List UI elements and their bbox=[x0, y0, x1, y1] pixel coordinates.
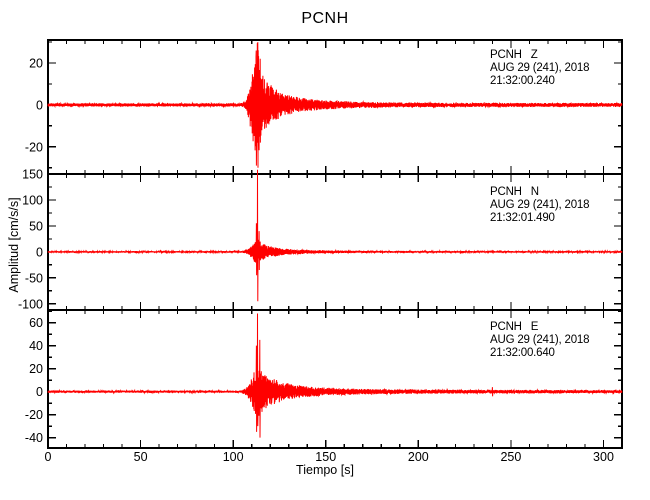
waveform-trace-n bbox=[47, 169, 623, 302]
y-tick-label: -20 bbox=[25, 408, 43, 422]
x-tick-label: 100 bbox=[223, 450, 244, 464]
date-label: AUG 29 (241), 2018 bbox=[490, 334, 590, 346]
start-time-label: 21:32:00.240 bbox=[490, 75, 555, 87]
y-tick-label: -100 bbox=[18, 297, 43, 311]
start-time-label: 21:32:01.490 bbox=[490, 212, 555, 224]
y-tick-label: 20 bbox=[29, 57, 43, 71]
y-tick-label: -50 bbox=[25, 271, 43, 285]
y-tick-label: 0 bbox=[36, 245, 43, 259]
y-tick-label: 100 bbox=[22, 193, 43, 207]
start-time-label: 21:32:00.640 bbox=[490, 347, 555, 359]
y-tick-label: -40 bbox=[25, 431, 43, 445]
station-channel-label: PCNH Z bbox=[490, 49, 538, 61]
trace-annotation-n: PCNH N AUG 29 (241), 2018 21:32:01.490 bbox=[490, 186, 590, 225]
trace-annotation-e: PCNH E AUG 29 (241), 2018 21:32:00.640 bbox=[490, 321, 590, 360]
x-tick-label: 0 bbox=[45, 450, 52, 464]
y-tick-label: 40 bbox=[29, 339, 43, 353]
y-tick-label: 0 bbox=[36, 385, 43, 399]
x-tick-label: 150 bbox=[315, 450, 336, 464]
x-axis-label: Tiempo [s] bbox=[296, 463, 354, 477]
station-channel-label: PCNH N bbox=[490, 186, 539, 198]
y-tick-label: 20 bbox=[29, 362, 43, 376]
trace-annotation-z: PCNH Z AUG 29 (241), 2018 21:32:00.240 bbox=[490, 49, 590, 88]
x-tick-label: 50 bbox=[134, 450, 148, 464]
y-tick-label: 0 bbox=[36, 98, 43, 112]
y-tick-label: 50 bbox=[29, 219, 43, 233]
date-label: AUG 29 (241), 2018 bbox=[490, 62, 590, 74]
page-title: PCNH bbox=[301, 10, 349, 27]
y-tick-label: -20 bbox=[25, 140, 43, 154]
x-tick-label: 250 bbox=[500, 450, 521, 464]
y-tick-label: 150 bbox=[22, 168, 43, 182]
station-channel-label: PCNH E bbox=[490, 321, 539, 333]
x-tick-label: 300 bbox=[593, 450, 614, 464]
y-axis-label: Amplitud [cm/s/s] bbox=[7, 197, 21, 293]
waveform-trace-z bbox=[47, 42, 623, 168]
x-tick-label: 200 bbox=[408, 450, 429, 464]
waveform-trace-e bbox=[47, 313, 623, 438]
panel-border-e bbox=[47, 309, 623, 449]
y-tick-label: 60 bbox=[29, 316, 43, 330]
date-label: AUG 29 (241), 2018 bbox=[490, 199, 590, 211]
